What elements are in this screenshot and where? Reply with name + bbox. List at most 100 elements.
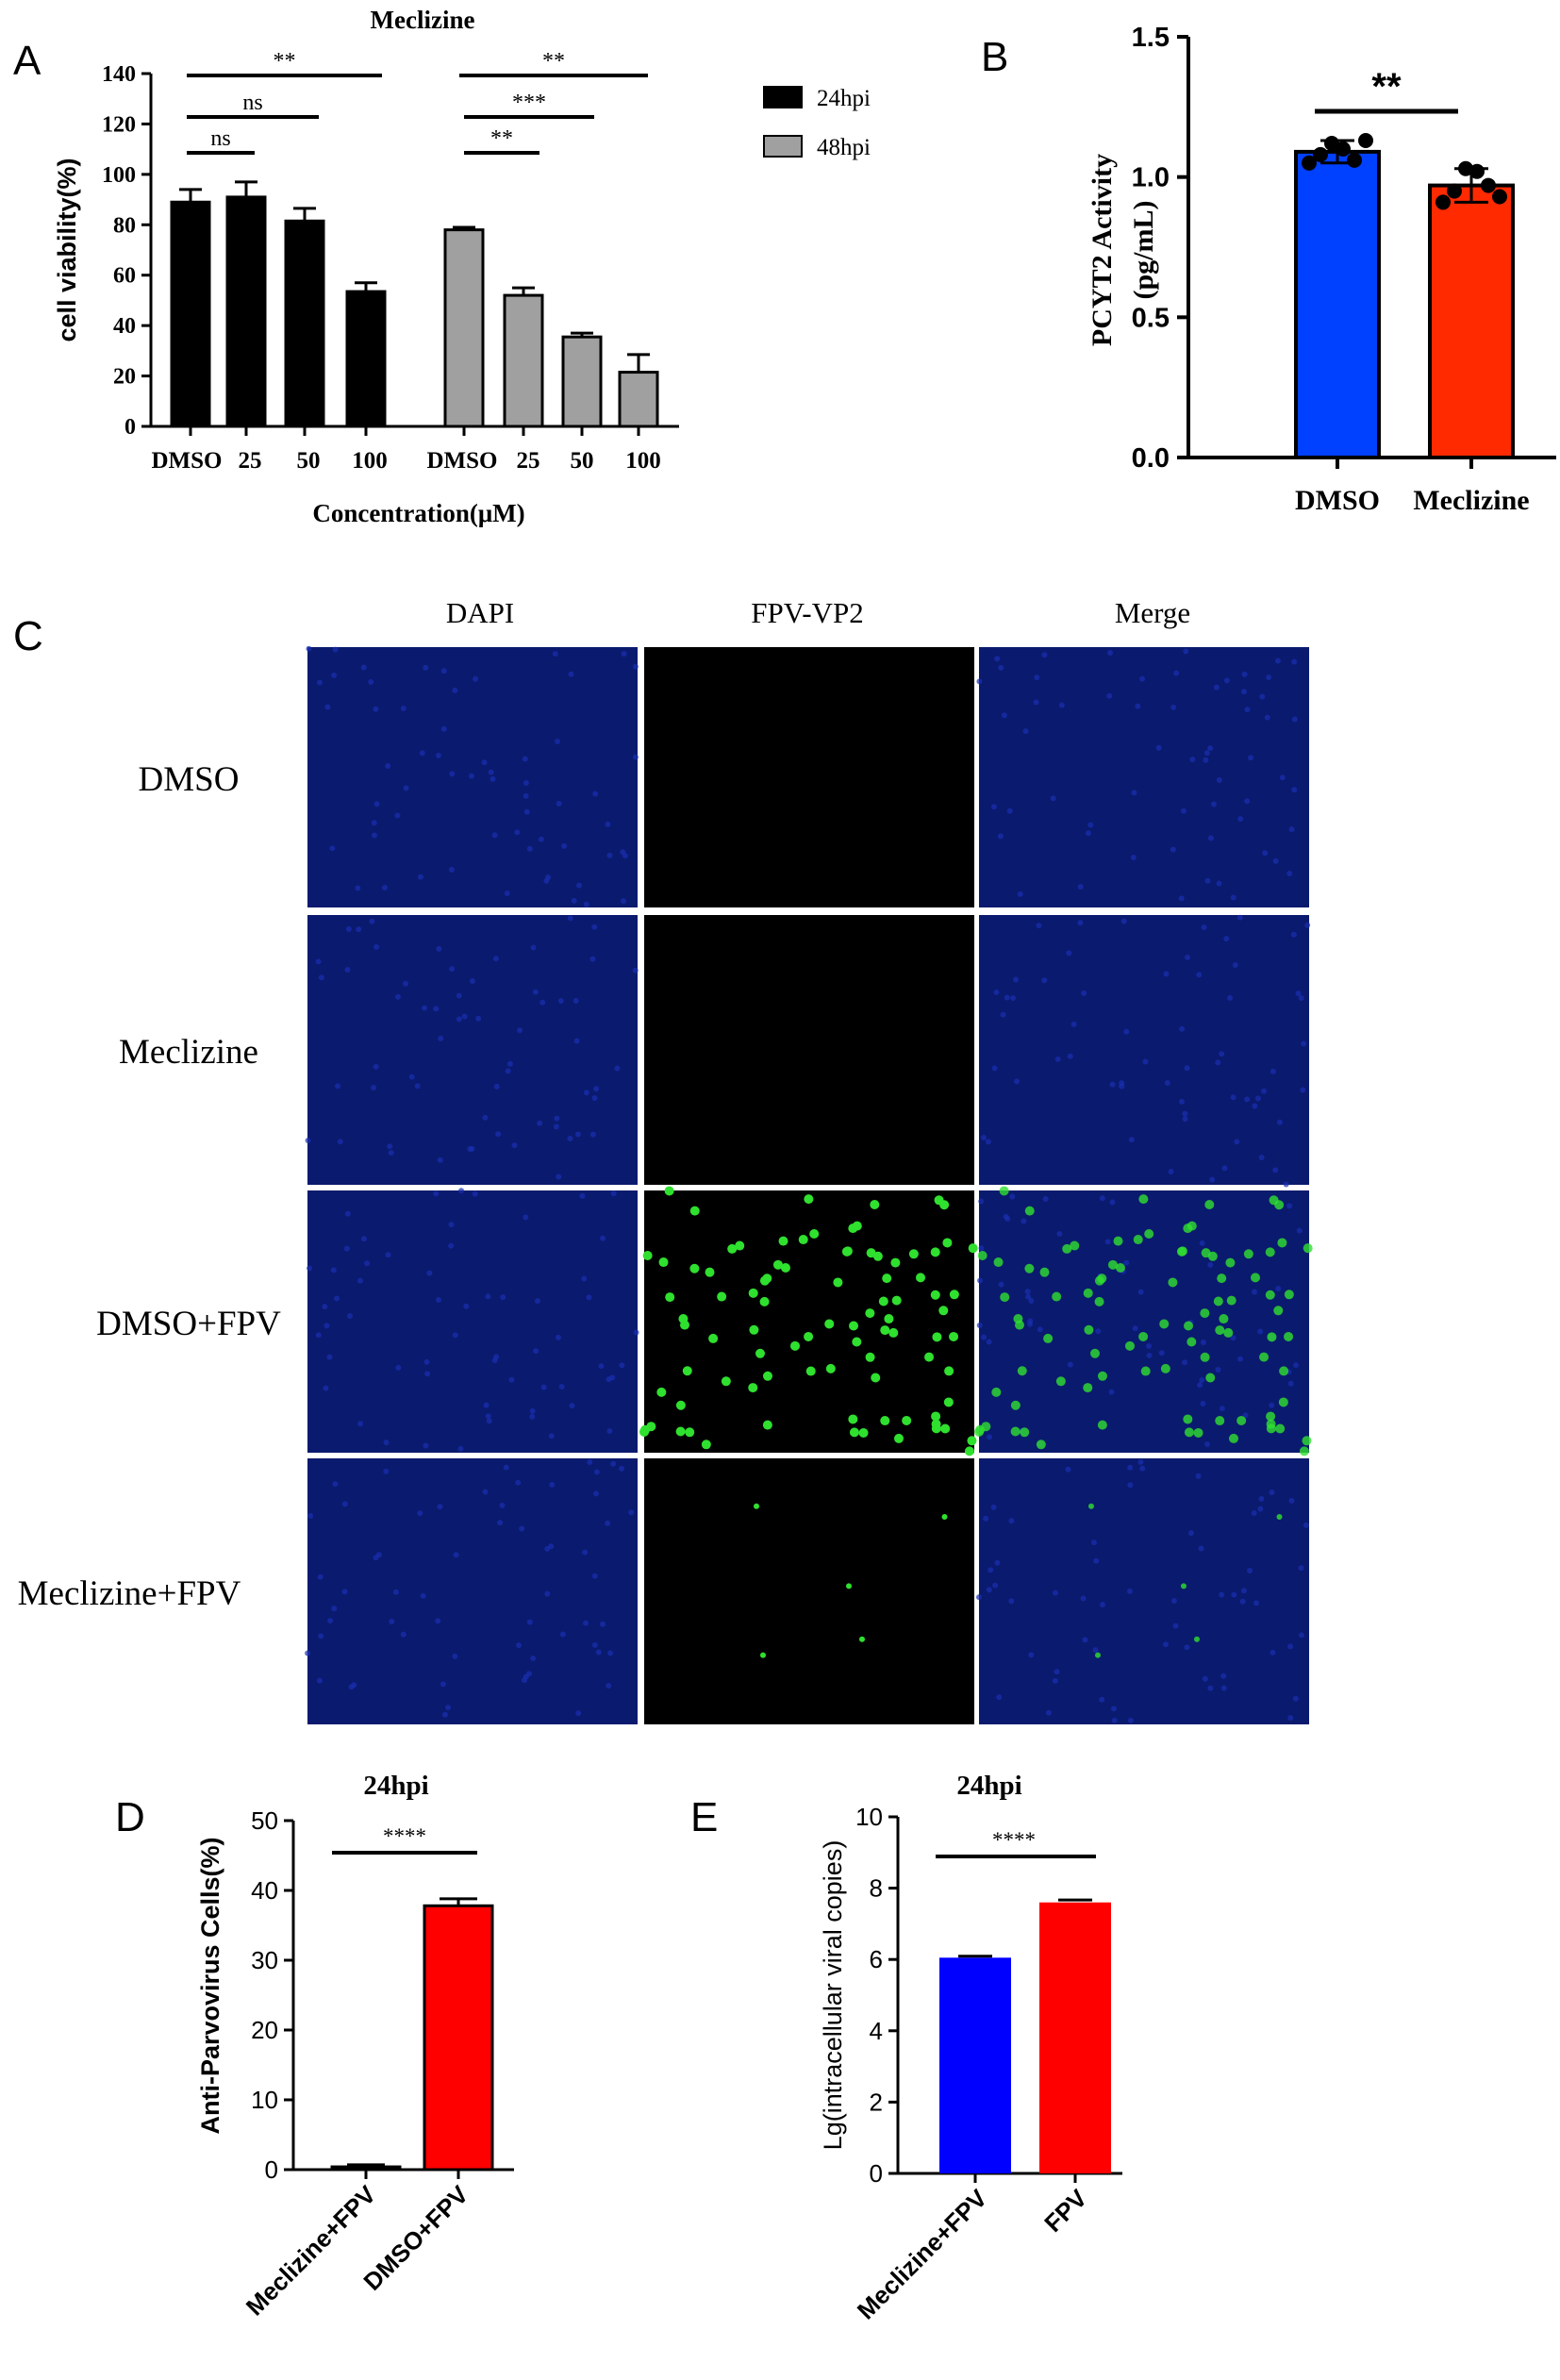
row-label: DMSO+FPV <box>96 1305 281 1343</box>
nucleus-dot <box>1220 1673 1227 1679</box>
nucleus-dot <box>345 925 352 932</box>
vp2-positive-cell <box>949 1290 959 1300</box>
data-point <box>1347 152 1362 168</box>
vp2-positive-cell <box>1020 1427 1030 1438</box>
nucleus-dot <box>1232 962 1238 969</box>
nucleus-dot <box>1189 757 1196 763</box>
vp2-positive-cell <box>824 1319 835 1329</box>
vp2-positive-cell <box>1265 1247 1275 1257</box>
nucleus-dot <box>503 1464 509 1471</box>
nucleus-dot <box>388 1150 394 1157</box>
nucleus-dot <box>1099 1195 1105 1202</box>
nucleus-dot <box>438 1035 444 1041</box>
vp2-positive-cell <box>941 1514 948 1521</box>
nucleus-dot <box>326 1354 333 1360</box>
nucleus-dot <box>548 1543 555 1550</box>
nucleus-dot <box>324 704 331 710</box>
x-tick-label: Meclizine+FPV <box>241 2180 382 2322</box>
nucleus-dot <box>606 1683 612 1689</box>
significance-label: **** <box>992 1828 1036 1852</box>
nucleus-dot <box>423 664 429 671</box>
nucleus-dot <box>400 706 407 712</box>
vp2-positive-cell <box>1265 1290 1275 1300</box>
vp2-positive-cell <box>924 1352 935 1362</box>
vp2-positive-cell <box>1107 1259 1118 1270</box>
data-point <box>1436 194 1451 210</box>
nucleus-dot <box>371 820 377 826</box>
nucleus-dot <box>985 1139 991 1145</box>
nucleus-dot <box>403 785 409 791</box>
nucleus-dot <box>1109 1081 1116 1088</box>
nucleus-dot <box>1207 835 1214 841</box>
nucleus-dot <box>1184 954 1190 960</box>
nucleus-dot <box>1244 707 1251 713</box>
nucleus-dot <box>511 1142 518 1149</box>
vp2-positive-cell <box>1094 1296 1104 1307</box>
nucleus-dot <box>554 1115 560 1122</box>
nucleus-dot <box>1283 1181 1289 1188</box>
vp2-positive-cell <box>1204 1199 1215 1209</box>
vp2-positive-cell <box>852 1221 862 1231</box>
chart-a-x-label: Concentration(μM) <box>312 499 524 527</box>
nucleus-dot <box>307 1265 313 1272</box>
nucleus-dot <box>1254 1095 1261 1102</box>
nucleus-dot <box>1054 1669 1060 1675</box>
nucleus-dot <box>1198 1545 1204 1552</box>
nucleus-dot <box>1093 1557 1100 1564</box>
vp2-positive-cell <box>721 1376 731 1387</box>
nucleus-dot <box>493 1354 500 1360</box>
vp2-positive-cell <box>940 1423 951 1434</box>
nucleus-dot <box>1126 1588 1133 1594</box>
nucleus-dot <box>1181 807 1187 814</box>
nucleus-dot <box>437 1157 443 1163</box>
nucleus-dot <box>977 1277 984 1284</box>
nucleus-dot <box>463 1303 470 1309</box>
nucleus-dot <box>1240 1588 1247 1594</box>
nucleus-dot <box>440 668 447 674</box>
nucleus-dot <box>440 725 447 732</box>
y-tick-label: 20 <box>251 2016 278 2044</box>
nucleus-dot <box>435 1618 441 1624</box>
nucleus-dot <box>426 1270 433 1276</box>
nucleus-dot <box>337 1139 343 1145</box>
nucleus-dot <box>568 671 574 677</box>
nucleus-dot <box>583 901 589 907</box>
nucleus-dot <box>317 1573 324 1580</box>
nucleus-dot <box>497 1520 504 1526</box>
nucleus-dot <box>589 956 596 962</box>
vp2-positive-cell <box>1177 1246 1187 1257</box>
vp2-positive-cell <box>1184 1321 1194 1331</box>
nucleus-dot <box>1130 855 1137 861</box>
nucleus-dot <box>424 1371 431 1377</box>
vp2-positive-cell <box>1097 1371 1107 1381</box>
nucleus-dot <box>1196 972 1203 978</box>
nucleus-dot <box>1054 1056 1061 1062</box>
nucleus-dot <box>1291 716 1298 723</box>
nucleus-dot <box>1041 977 1048 984</box>
nucleus-dot <box>1052 1677 1058 1684</box>
nucleus-dot <box>548 1433 555 1440</box>
nucleus-dot <box>437 1504 443 1510</box>
vp2-positive-cell <box>1144 1229 1154 1240</box>
nucleus-dot <box>327 1618 334 1624</box>
nucleus-dot <box>452 1653 458 1659</box>
nucleus-dot <box>1231 1591 1237 1598</box>
nucleus-dot <box>473 675 479 682</box>
y-tick-label: 2 <box>870 2088 883 2116</box>
nucleus-dot <box>1276 1119 1283 1125</box>
nucleus-dot <box>375 1552 382 1558</box>
nucleus-dot <box>581 1275 588 1282</box>
nucleus-dot <box>1296 1227 1303 1234</box>
nucleus-dot <box>553 1123 559 1130</box>
vp2-positive-cell <box>1279 1366 1289 1376</box>
y-tick-label: 10 <box>855 1803 883 1831</box>
vp2-positive-cell <box>1213 1296 1223 1307</box>
nucleus-dot <box>436 945 442 952</box>
nucleus-dot <box>371 832 377 839</box>
nucleus-dot <box>488 769 494 775</box>
micrograph-dmso-merge <box>979 647 1309 907</box>
nucleus-dot <box>334 1295 340 1302</box>
vp2-positive-cell <box>930 1247 940 1257</box>
panel-b: B 0.0 0.5 1.0 1.5 PCYT2 Activity (pg/mL) DMSO M… <box>943 0 1560 547</box>
nucleus-dot <box>1077 920 1084 926</box>
